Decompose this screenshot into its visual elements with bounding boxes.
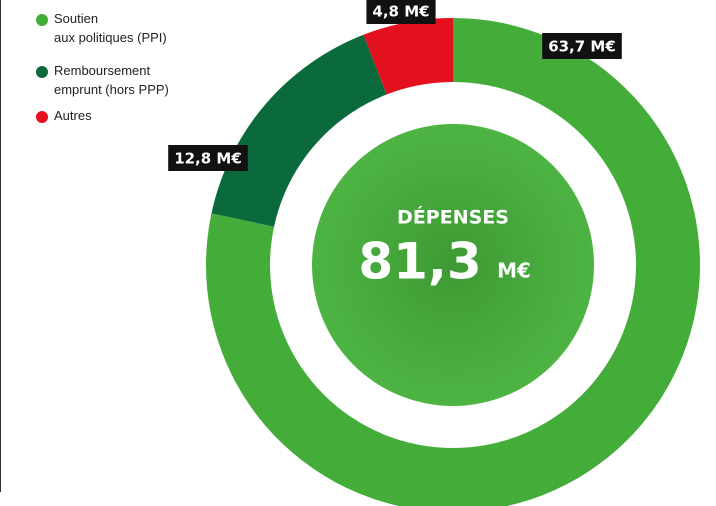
legend-label: Autres	[54, 108, 92, 123]
value-label-box	[168, 145, 248, 171]
value-label-box	[366, 0, 436, 24]
legend: Soutien aux politiques (PPI) Remboursement…	[36, 11, 169, 123]
legend-label: Soutien aux politiques (PPI)	[54, 11, 167, 45]
value-label-box	[542, 33, 622, 59]
legend-swatch	[36, 111, 48, 123]
center-disk	[312, 124, 594, 406]
legend-swatch	[36, 66, 48, 78]
value-label: 63,7 M€	[548, 38, 616, 56]
value-label: 4,8 M€	[372, 3, 429, 21]
legend-label: Remboursement emprunt (hors PPP)	[54, 63, 169, 97]
center-value: 81,3	[358, 233, 481, 291]
value-label: 12,8 M€	[174, 150, 242, 168]
center-unit: M€	[497, 259, 531, 283]
center-title: DÉPENSES	[397, 206, 509, 229]
legend-swatch	[36, 14, 48, 26]
